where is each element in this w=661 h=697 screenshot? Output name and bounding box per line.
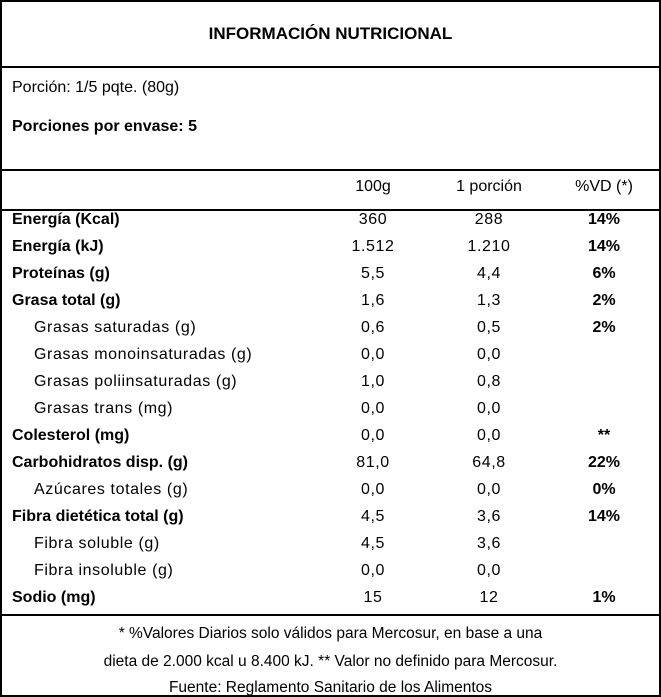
value-vd: ** — [597, 427, 611, 444]
value-100g: 4,5 — [360, 535, 386, 552]
value-portion: 0,0 — [476, 481, 502, 498]
value-portion: 4,4 — [476, 265, 502, 282]
portion-info: Porción: 1/5 pqte. (80g) Porciones por e… — [2, 66, 659, 171]
value-100g: 0,0 — [360, 400, 386, 417]
table-row: Azúcares totales (g) 0,0 0,0 0% — [2, 479, 659, 505]
table-row: Colesterol (mg) 0,0 0,0 ** — [2, 425, 659, 451]
value-portion: 64,8 — [472, 454, 506, 471]
column-header-vd: %VD (*) — [575, 178, 633, 195]
value-portion: 0,0 — [476, 400, 502, 417]
value-100g: 0,0 — [360, 481, 386, 498]
table-row: Fibra insoluble (g) 0,0 0,0 — [2, 560, 659, 586]
portions-per-package: Porciones por envase: 5 — [12, 118, 197, 135]
value-portion: 0,5 — [476, 319, 502, 336]
value-portion: 288 — [474, 211, 504, 228]
footnote-source: Fuente: Reglamento Sanitario de los Alim… — [168, 679, 493, 696]
nutrient-label: Proteínas (g) — [12, 265, 110, 282]
nutrient-label: Grasas poliinsaturadas (g) — [34, 373, 238, 390]
nutrient-label: Fibra dietética total (g) — [12, 508, 184, 525]
table-row: Energía (kJ) 1.512 1.210 14% — [2, 236, 659, 262]
table-row: Grasas trans (mg) 0,0 0,0 — [2, 398, 659, 424]
table-row: Fibra soluble (g) 4,5 3,6 — [2, 533, 659, 559]
table-row: Energía (Kcal) 360 288 14% — [2, 209, 659, 235]
nutrient-label: Fibra insoluble (g) — [34, 562, 174, 579]
value-portion: 0,0 — [476, 346, 502, 363]
value-100g: 4,5 — [360, 508, 386, 525]
table-row: Grasas monoinsaturadas (g) 0,0 0,0 — [2, 344, 659, 370]
value-100g: 81,0 — [356, 454, 390, 471]
table-row: Sodio (mg) 15 12 1% — [2, 587, 659, 613]
value-100g: 15 — [363, 589, 383, 606]
value-portion: 3,6 — [476, 508, 502, 525]
value-vd: 14% — [587, 508, 621, 525]
value-100g: 5,5 — [360, 265, 386, 282]
table-row: Fibra dietética total (g) 4,5 3,6 14% — [2, 506, 659, 532]
nutrient-label: Colesterol (mg) — [12, 427, 130, 444]
value-vd: 2% — [592, 292, 616, 309]
nutrient-label: Fibra soluble (g) — [34, 535, 160, 552]
nutrient-label: Carbohidratos disp. (g) — [12, 454, 188, 471]
column-header-row: 100g 1 porción %VD (*) — [2, 169, 659, 211]
value-portion: 3,6 — [476, 535, 502, 552]
value-portion: 1.210 — [467, 238, 511, 255]
value-vd: 6% — [592, 265, 616, 282]
value-portion: 1,3 — [476, 292, 502, 309]
nutrient-label: Energía (kJ) — [12, 238, 104, 255]
nutrient-rows: Energía (Kcal) 360 288 14% Energía (kJ) … — [2, 209, 659, 614]
table-row: Grasa total (g) 1,6 1,3 2% — [2, 290, 659, 316]
footnote-line-1: * %Valores Diarios solo válidos para Mer… — [118, 625, 543, 642]
value-portion: 0,0 — [476, 562, 502, 579]
nutrient-label: Grasa total (g) — [12, 292, 121, 309]
table-row: Proteínas (g) 5,5 4,4 6% — [2, 263, 659, 289]
nutrient-label: Grasas saturadas (g) — [34, 319, 197, 336]
nutrition-title: INFORMACIÓN NUTRICIONAL — [2, 2, 659, 68]
portion-size: Porción: 1/5 pqte. (80g) — [12, 79, 180, 96]
column-header-100g: 100g — [355, 178, 391, 195]
footnote: * %Valores Diarios solo válidos para Mer… — [2, 614, 659, 696]
value-100g: 0,0 — [360, 346, 386, 363]
value-vd: 2% — [592, 319, 616, 336]
table-row: Grasas saturadas (g) 0,6 0,5 2% — [2, 317, 659, 343]
value-vd: 14% — [587, 211, 621, 228]
nutrient-label: Energía (Kcal) — [12, 211, 120, 228]
footnote-line-2: dieta de 2.000 kcal u 8.400 kJ. ** Valor… — [103, 653, 558, 670]
value-portion: 0,0 — [476, 427, 502, 444]
table-row: Grasas poliinsaturadas (g) 1,0 0,8 — [2, 371, 659, 397]
value-vd: 14% — [587, 238, 621, 255]
value-vd: 0% — [592, 481, 616, 498]
value-portion: 12 — [479, 589, 499, 606]
value-portion: 0,8 — [476, 373, 502, 390]
value-100g: 0,0 — [360, 427, 386, 444]
value-100g: 1,0 — [360, 373, 386, 390]
table-row: Carbohidratos disp. (g) 81,0 64,8 22% — [2, 452, 659, 478]
value-vd: 22% — [587, 454, 621, 471]
value-vd: 1% — [592, 589, 616, 606]
column-header-portion: 1 porción — [456, 178, 522, 195]
value-100g: 0,0 — [360, 562, 386, 579]
value-100g: 0,6 — [360, 319, 386, 336]
nutrient-label: Grasas trans (mg) — [34, 400, 174, 417]
value-100g: 360 — [358, 211, 388, 228]
nutrient-label: Azúcares totales (g) — [34, 481, 189, 498]
value-100g: 1,6 — [360, 292, 386, 309]
nutrient-label: Grasas monoinsaturadas (g) — [34, 346, 253, 363]
value-100g: 1.512 — [351, 238, 395, 255]
nutrient-label: Sodio (mg) — [12, 589, 96, 606]
